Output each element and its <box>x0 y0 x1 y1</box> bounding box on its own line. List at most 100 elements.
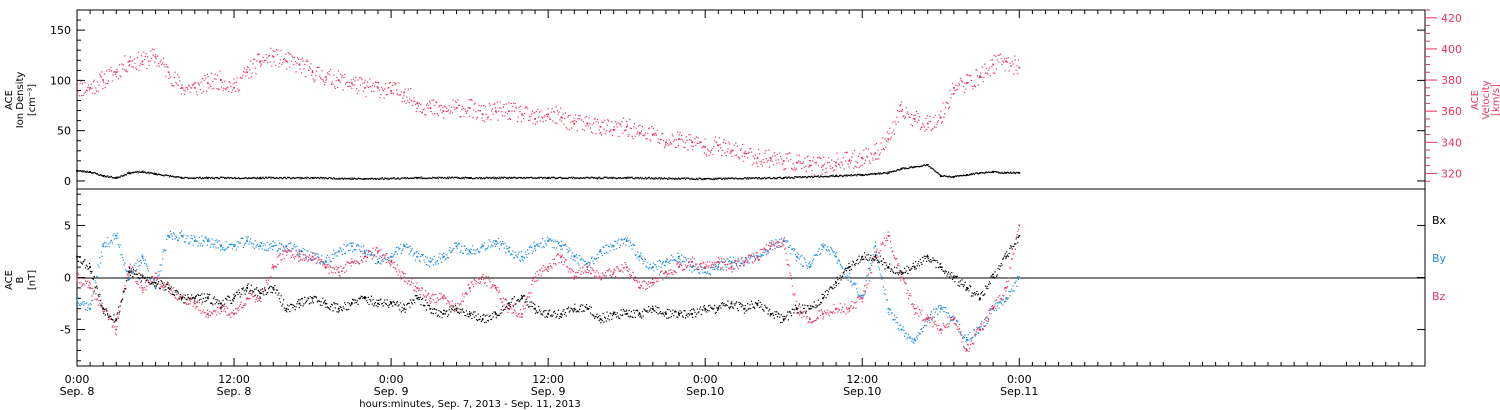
by-dot <box>578 264 580 266</box>
velocity-dot <box>879 152 881 154</box>
by-dot <box>521 258 523 261</box>
bz-dot <box>597 277 599 279</box>
by-dot <box>1006 296 1008 299</box>
density-dot <box>926 164 928 166</box>
density-dot <box>715 178 717 180</box>
velocity-dot <box>867 156 869 158</box>
velocity-dot <box>115 76 117 78</box>
density-dot <box>561 178 563 180</box>
density-dot <box>1000 172 1002 174</box>
by-dot <box>723 261 725 264</box>
by-dot <box>634 254 636 256</box>
by-dot <box>728 260 731 262</box>
bz-dot <box>487 276 489 278</box>
bz-dot <box>597 272 600 274</box>
velocity-dot <box>172 85 175 87</box>
velocity-dot <box>853 167 855 169</box>
bz-dot <box>191 297 193 299</box>
bz-dot <box>122 290 124 292</box>
bz-dot <box>381 256 383 258</box>
density-dot <box>144 171 146 173</box>
velocity-dot <box>168 77 170 80</box>
by-dot <box>834 255 836 257</box>
bz-dot <box>385 261 387 264</box>
velocity-dot <box>458 104 460 106</box>
bz-dot <box>632 271 634 273</box>
density-dot <box>651 177 653 179</box>
density-dot <box>853 174 855 177</box>
velocity-dot <box>154 61 156 63</box>
bz-dot <box>388 257 390 259</box>
velocity-dot <box>78 95 80 97</box>
by-dot <box>832 251 834 253</box>
velocity-dot <box>714 136 717 138</box>
velocity-dot <box>637 131 639 133</box>
velocity-dot <box>842 156 844 159</box>
bz-dot <box>456 311 458 313</box>
bz-dot <box>304 254 307 256</box>
density-dot <box>264 176 267 178</box>
density-dot <box>532 177 534 179</box>
velocity-dot <box>354 80 356 82</box>
bz-dot <box>681 269 684 271</box>
by-dot <box>573 254 575 256</box>
by-dot <box>903 329 905 332</box>
by-dot <box>399 243 402 245</box>
density-dot <box>441 176 443 178</box>
by-dot <box>628 245 630 248</box>
velocity-dot <box>861 164 863 166</box>
density-dot <box>166 174 168 177</box>
by-dot <box>632 243 634 245</box>
density-dot <box>750 178 752 180</box>
by-dot <box>453 247 455 249</box>
density-dot <box>165 174 167 176</box>
bz-dot <box>641 281 643 283</box>
density-dot <box>810 175 812 178</box>
density-dot <box>653 177 655 179</box>
density-dot <box>373 178 375 180</box>
velocity-dot <box>1004 70 1006 72</box>
velocity-point <box>272 55 275 58</box>
by-dot <box>308 259 310 261</box>
by-dot <box>451 250 453 252</box>
velocity-dot <box>417 105 420 107</box>
by-dot <box>620 238 622 240</box>
by-dot <box>457 244 459 246</box>
by-dot <box>894 319 896 321</box>
by-dot <box>185 238 187 240</box>
velocity-dot <box>604 133 607 135</box>
by-dot <box>725 266 727 268</box>
velocity-dot <box>408 101 410 104</box>
density-point <box>259 177 262 179</box>
bz-dot <box>302 253 304 255</box>
by-dot <box>810 265 812 267</box>
velocity-dot <box>942 102 944 104</box>
velocity-dot <box>660 139 662 141</box>
density-dot <box>316 176 318 179</box>
by-dot <box>498 248 501 250</box>
density-dot <box>527 177 530 179</box>
bz-dot <box>253 295 256 297</box>
by-dot <box>211 238 213 240</box>
bz-point <box>154 276 157 279</box>
by-dot <box>430 260 432 262</box>
velocity-dot <box>165 75 167 77</box>
by-dot <box>712 268 714 271</box>
density-dot <box>308 178 311 180</box>
velocity-dot <box>619 123 621 125</box>
density-dot <box>820 175 822 177</box>
velocity-point <box>704 146 707 148</box>
bz-dot <box>665 270 667 272</box>
bz-dot <box>353 261 355 263</box>
density-dot <box>245 177 247 179</box>
density-dot <box>795 176 797 178</box>
bz-dot <box>221 306 223 308</box>
bz-dot <box>448 303 450 305</box>
by-dot <box>410 250 412 253</box>
by-dot <box>885 293 887 296</box>
density-dot <box>724 178 726 181</box>
bz-dot <box>647 283 649 285</box>
velocity-dot <box>886 131 888 133</box>
density-dot <box>851 175 853 177</box>
velocity-dot <box>446 107 448 110</box>
